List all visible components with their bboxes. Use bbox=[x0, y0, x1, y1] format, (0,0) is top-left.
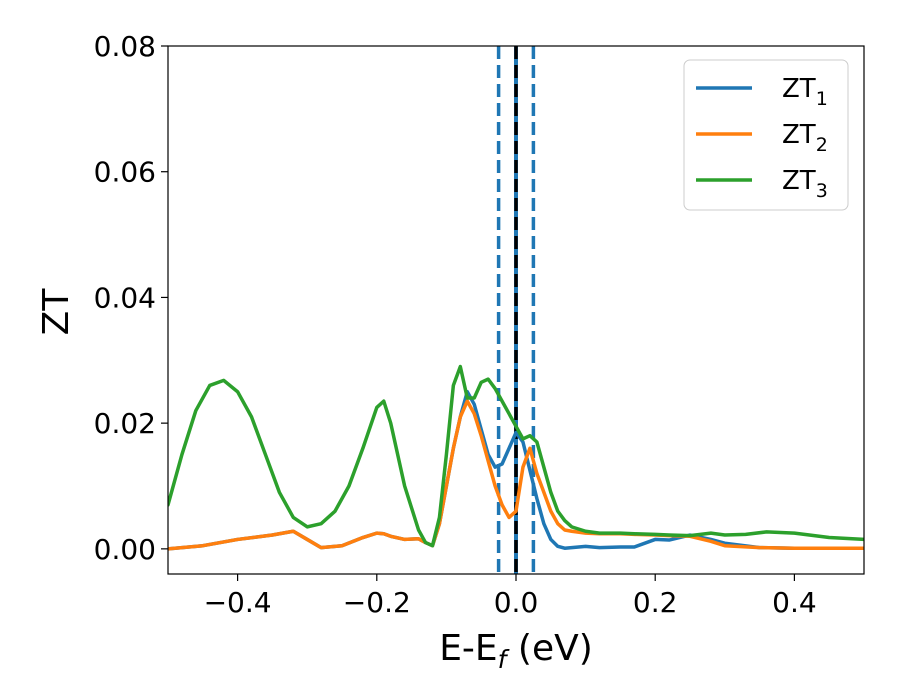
x-axis-title-unit: (eV) bbox=[506, 628, 592, 669]
legend-label-main: ZT bbox=[782, 74, 816, 104]
y-tick-label: 0.08 bbox=[94, 30, 156, 63]
legend-label-main: ZT bbox=[782, 120, 816, 150]
y-tick-label: 0.04 bbox=[94, 281, 156, 314]
x-axis-title: E-Ef (eV) bbox=[439, 628, 593, 674]
x-tick-label: −0.4 bbox=[204, 586, 272, 619]
y-axis-ticks: 0.00 0.02 0.04 0.06 0.08 bbox=[94, 30, 168, 566]
x-tick-label: −0.2 bbox=[343, 586, 411, 619]
x-tick-label: 0.0 bbox=[494, 586, 539, 619]
y-tick-label: 0.00 bbox=[94, 533, 156, 566]
y-tick-label: 0.02 bbox=[94, 407, 156, 440]
legend-box bbox=[683, 59, 849, 211]
series-lines bbox=[168, 364, 864, 551]
y-axis-title: ZT bbox=[36, 288, 77, 336]
x-tick-label: 0.4 bbox=[772, 586, 817, 619]
x-axis-ticks: −0.4 −0.2 0.0 0.2 0.4 bbox=[204, 574, 817, 619]
legend-label: ZT1 bbox=[782, 74, 828, 110]
legend-label-main: ZT bbox=[782, 166, 816, 196]
legend-label: ZT3 bbox=[782, 166, 828, 202]
legend-label-subscript: 2 bbox=[816, 134, 828, 156]
x-tick-label: 0.2 bbox=[633, 586, 678, 619]
series-line-zt3 bbox=[168, 364, 864, 548]
legend-label-subscript: 3 bbox=[816, 180, 828, 202]
x-axis-title-main: E-E bbox=[439, 628, 497, 669]
legend-label: ZT2 bbox=[782, 120, 828, 156]
y-tick-label: 0.06 bbox=[94, 156, 156, 189]
legend-label-subscript: 1 bbox=[816, 88, 828, 110]
